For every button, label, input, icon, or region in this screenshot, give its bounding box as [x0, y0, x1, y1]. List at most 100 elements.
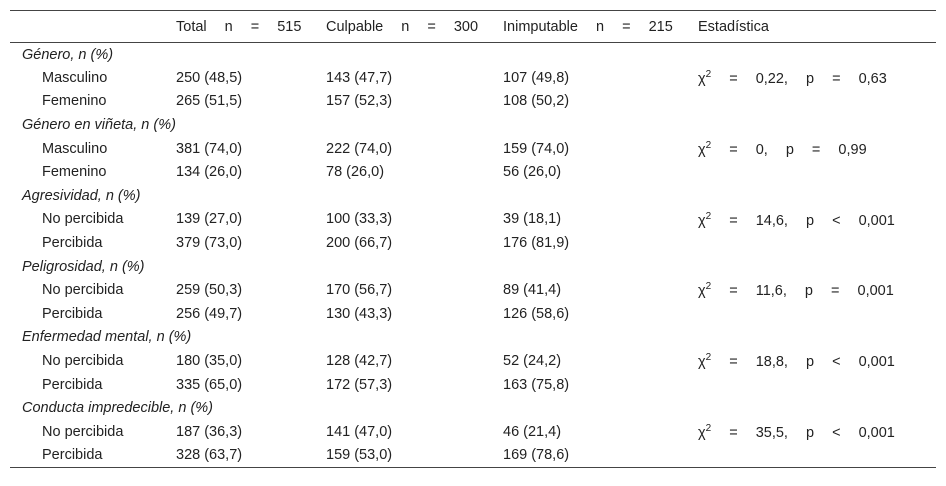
- cell: 157 (52,3): [326, 93, 393, 110]
- stat-cell: χ2 = 0,22, p = 0,63: [692, 66, 936, 90]
- stat-text: = 14,6, p < 0,001: [729, 212, 895, 229]
- stat-exponent: 2: [705, 352, 712, 364]
- data-row: No percibida 187 (36,3) 141 (47,0) 46 (21,4…: [10, 420, 936, 444]
- data-row: Masculino 381 (74,0) 222 (74,0) 159 (74,0) χ…: [10, 137, 936, 161]
- row-label: No percibida: [42, 423, 124, 440]
- cell: 56 (26,0): [503, 164, 562, 181]
- stat-cell: χ2 = 0, p = 0,99: [692, 137, 936, 161]
- stat-symbol: χ: [698, 212, 706, 229]
- stat-cell: χ2 = 35,5, p < 0,001: [692, 420, 936, 444]
- data-row: No percibida 139 (27,0) 100 (33,3) 39 (18,1…: [10, 208, 936, 232]
- section-title: Enfermedad mental, n (%): [22, 329, 192, 346]
- section-row: Enfermedad mental, n (%): [10, 326, 936, 350]
- cell: 134 (26,0): [176, 164, 243, 181]
- table-body: Género, n (%) Masculino 250 (48,5) 143 (47,…: [10, 43, 936, 468]
- header-cell: Inimputable n = 215: [503, 18, 673, 35]
- row-label: Percibida: [42, 447, 103, 464]
- section-row: Peligrosidad, n (%): [10, 255, 936, 279]
- stat-symbol: χ: [698, 141, 706, 158]
- data-row: Femenino 265 (51,5) 157 (52,3) 108 (50,2): [10, 90, 936, 114]
- cell: 163 (75,8): [503, 376, 570, 393]
- data-row: No percibida 180 (35,0) 128 (42,7) 52 (24,2…: [10, 349, 936, 373]
- data-row: Percibida 328 (63,7) 159 (53,0) 169 (78,6): [10, 444, 936, 468]
- header-row: Total n = 515 Culpable n = 300 Inimputab…: [10, 10, 936, 43]
- section-title: Conducta impredecible, n (%): [22, 400, 214, 417]
- cell: 170 (56,7): [326, 282, 393, 299]
- section-row: Agresividad, n (%): [10, 184, 936, 208]
- stat-cell: [692, 160, 936, 184]
- row-label: No percibida: [42, 211, 124, 228]
- stat-exponent: 2: [705, 281, 712, 293]
- stat-cell: [692, 373, 936, 397]
- row-label: Percibida: [42, 235, 103, 252]
- cell: 141 (47,0): [326, 423, 393, 440]
- stat-exponent: 2: [705, 68, 712, 80]
- cell: 46 (21,4): [503, 423, 562, 440]
- stat-cell: χ2 = 11,6, p = 0,001: [692, 278, 936, 302]
- section-row: Conducta impredecible, n (%): [10, 396, 936, 420]
- cell: 381 (74,0): [176, 140, 243, 157]
- data-row: Femenino 134 (26,0) 78 (26,0) 56 (26,0): [10, 160, 936, 184]
- table-header: Total n = 515 Culpable n = 300 Inimputab…: [10, 10, 936, 43]
- cell: 108 (50,2): [503, 93, 570, 110]
- row-label: Masculino: [42, 140, 108, 157]
- stat-exponent: 2: [705, 210, 712, 222]
- header-cell: [10, 11, 170, 43]
- stat-symbol: χ: [698, 70, 706, 87]
- cell: 172 (57,3): [326, 376, 393, 393]
- row-label: No percibida: [42, 353, 124, 370]
- cell: 265 (51,5): [176, 93, 243, 110]
- stat-cell: [692, 90, 936, 114]
- data-row: Percibida 379 (73,0) 200 (66,7) 176 (81,9): [10, 231, 936, 255]
- stat-cell: [692, 444, 936, 468]
- stat-cell: [692, 231, 936, 255]
- section-title: Género en viñeta, n (%): [22, 117, 176, 134]
- cell: 126 (58,6): [503, 305, 570, 322]
- row-label: Percibida: [42, 376, 103, 393]
- cell: 89 (41,4): [503, 282, 562, 299]
- cell: 328 (63,7): [176, 447, 243, 464]
- stat-cell: χ2 = 18,8, p < 0,001: [692, 349, 936, 373]
- stat-symbol: χ: [698, 283, 706, 300]
- section-title: Peligrosidad, n (%): [22, 258, 145, 275]
- section-row: Género, n (%): [10, 43, 936, 67]
- cell: 139 (27,0): [176, 211, 243, 228]
- data-row: Percibida 256 (49,7) 130 (43,3) 126 (58,6): [10, 302, 936, 326]
- row-label: Femenino: [42, 93, 107, 110]
- row-label: Femenino: [42, 164, 107, 181]
- stat-cell: χ2 = 14,6, p < 0,001: [692, 208, 936, 232]
- cell: 130 (43,3): [326, 305, 393, 322]
- stat-text: = 0, p = 0,99: [729, 141, 867, 158]
- cell: 107 (49,8): [503, 69, 570, 86]
- cell: 39 (18,1): [503, 211, 562, 228]
- stat-exponent: 2: [705, 422, 712, 434]
- stat-text: = 18,8, p < 0,001: [729, 353, 895, 370]
- stat-exponent: 2: [705, 139, 712, 151]
- cell: 256 (49,7): [176, 305, 243, 322]
- header-cell: Total n = 515: [176, 18, 302, 35]
- stat-text: = 11,6, p = 0,001: [729, 283, 894, 300]
- stat-text: = 35,5, p < 0,001: [729, 424, 895, 441]
- cell: 379 (73,0): [176, 235, 243, 252]
- row-label: Percibida: [42, 305, 103, 322]
- data-row: Masculino 250 (48,5) 143 (47,7) 107 (49,8) χ…: [10, 66, 936, 90]
- data-row: Percibida 335 (65,0) 172 (57,3) 163 (75,8): [10, 373, 936, 397]
- results-table: Total n = 515 Culpable n = 300 Inimputab…: [10, 10, 936, 468]
- cell: 335 (65,0): [176, 376, 243, 393]
- cell: 52 (24,2): [503, 353, 562, 370]
- cell: 100 (33,3): [326, 211, 393, 228]
- cell: 78 (26,0): [326, 164, 385, 181]
- cell: 222 (74,0): [326, 140, 393, 157]
- cell: 159 (53,0): [326, 447, 393, 464]
- cell: 143 (47,7): [326, 69, 393, 86]
- section-row: Género en viñeta, n (%): [10, 113, 936, 137]
- stat-symbol: χ: [698, 424, 706, 441]
- cell: 169 (78,6): [503, 447, 570, 464]
- section-title: Agresividad, n (%): [22, 187, 141, 204]
- stat-text: = 0,22, p = 0,63: [729, 70, 887, 87]
- cell: 187 (36,3): [176, 423, 243, 440]
- stat-symbol: χ: [698, 353, 706, 370]
- row-label: No percibida: [42, 282, 124, 299]
- section-title: Género, n (%): [22, 46, 114, 63]
